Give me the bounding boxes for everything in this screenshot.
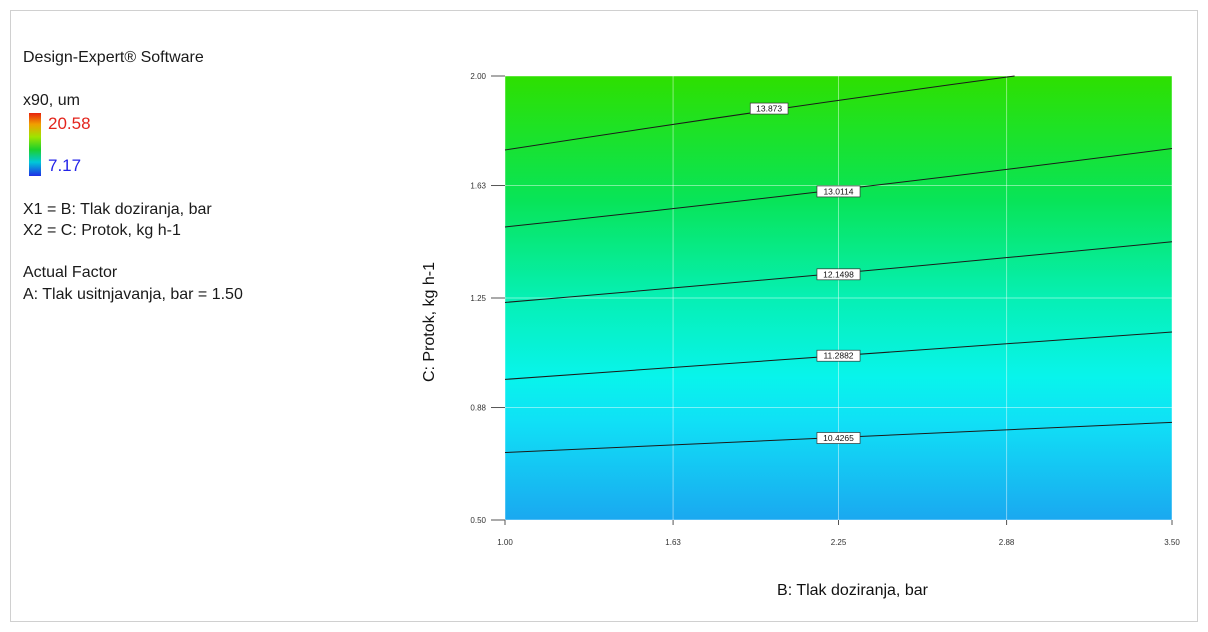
x-tick-label: 3.50 [1164, 538, 1180, 547]
y-axis-title: C: Protok, kg h-1 [421, 262, 438, 382]
contour-label: 11.2882 [823, 351, 853, 361]
factor-x1: X1 = B: Tlak doziranja, bar [23, 201, 212, 218]
contour-fill [505, 76, 1172, 520]
color-scale-bar [29, 113, 41, 176]
contour-lines: 10.4265 11.2882 12.1498 13.0114 13.873 [504, 75, 1173, 454]
contour-label-box [816, 268, 861, 281]
contour-label-box [816, 349, 861, 362]
contour-label-box [816, 185, 861, 198]
response-name: x90, um [23, 92, 80, 109]
x-axis-title: B: Tlak doziranja, bar [777, 582, 929, 599]
y-tick-label: 2.00 [470, 72, 486, 81]
factor-x2: X2 = C: Protok, kg h-1 [23, 222, 181, 239]
actual-factor-heading: Actual Factor [23, 264, 118, 281]
y-tick-label: 0.88 [470, 404, 486, 413]
x-tick-label: 1.63 [665, 538, 681, 547]
contour-label: 10.4265 [823, 433, 854, 443]
contour-label: 13.873 [756, 104, 782, 114]
actual-factor-value: A: Tlak usitnjavanja, bar = 1.50 [23, 286, 243, 303]
contour-label-box [816, 432, 861, 444]
x-tick-label: 2.88 [999, 538, 1015, 547]
color-scale-max-label: 20.58 [48, 114, 91, 133]
contour-label: 13.0114 [823, 186, 853, 196]
y-tick-label: 0.50 [470, 516, 486, 525]
x-tick-label: 1.00 [497, 538, 513, 547]
x-tick-label: 2.25 [831, 538, 847, 547]
software-title: Design-Expert® Software [23, 49, 204, 66]
y-tick-label: 1.25 [470, 294, 486, 303]
contour-label-box [749, 102, 789, 115]
y-tick-label: 1.63 [470, 182, 486, 191]
contour-label: 12.1498 [823, 269, 854, 279]
color-scale-min-label: 7.17 [48, 156, 82, 175]
axis-ticks: 1.00 1.63 2.25 2.88 3.50 0.50 0.88 1.25 1.63 2.00 [470, 72, 1180, 547]
